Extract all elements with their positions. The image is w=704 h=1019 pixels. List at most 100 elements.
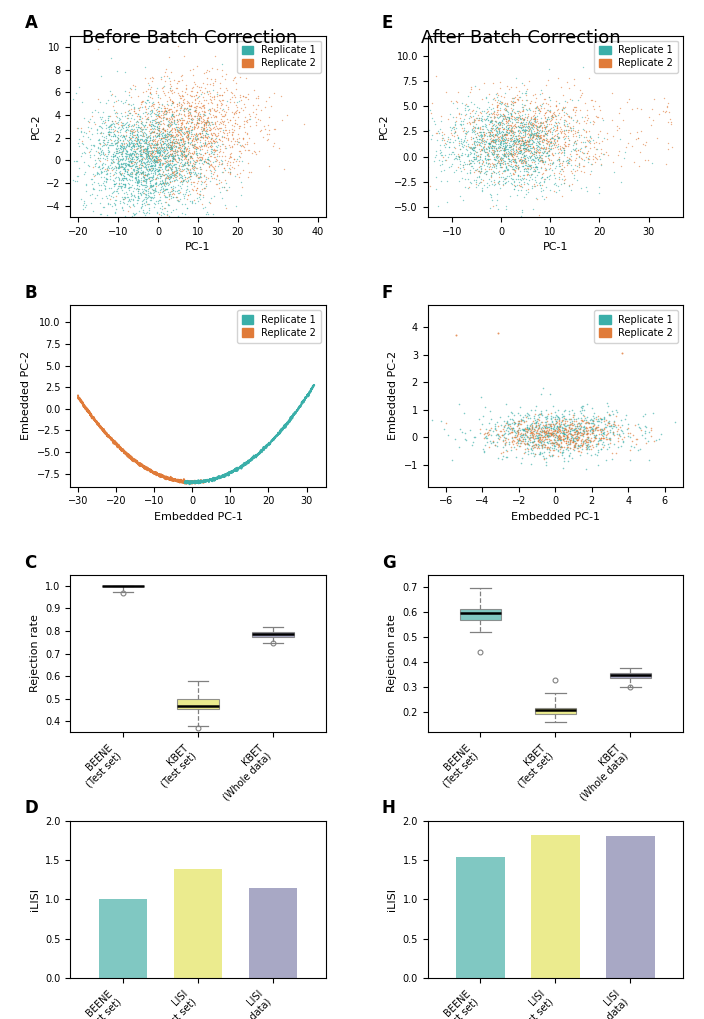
Point	[537, 154, 548, 170]
Point	[529, 117, 541, 133]
Point	[458, 135, 469, 151]
Point	[578, 408, 589, 424]
Point	[84, 158, 95, 174]
Point	[133, 161, 144, 177]
Point	[164, 123, 175, 140]
Point	[111, 122, 122, 139]
Point	[153, 126, 164, 143]
Point	[146, 143, 157, 159]
Point	[163, 157, 175, 173]
Point	[158, 114, 169, 130]
Point	[515, 108, 526, 124]
Point	[538, 107, 549, 123]
Point	[543, 170, 555, 186]
Point	[146, 155, 157, 171]
Point	[515, 149, 527, 165]
Point	[160, 103, 171, 119]
Point	[135, 175, 146, 192]
Point	[576, 144, 587, 160]
Point	[489, 418, 501, 434]
Point	[176, 128, 187, 145]
Point	[121, 163, 132, 179]
Point	[518, 167, 529, 183]
Point	[489, 177, 500, 194]
Point	[534, 145, 546, 161]
Point	[149, 152, 160, 168]
Point	[582, 429, 593, 445]
Point	[208, 109, 219, 125]
Point	[151, 163, 162, 179]
Point	[126, 150, 137, 166]
Point	[156, 136, 167, 152]
Point	[513, 167, 524, 183]
Point	[492, 155, 503, 171]
Point	[522, 128, 534, 145]
Point	[143, 148, 154, 164]
Point	[579, 415, 590, 431]
Point	[102, 139, 113, 155]
Point	[460, 432, 472, 448]
Point	[158, 103, 170, 119]
Point	[185, 89, 196, 105]
Point	[524, 140, 536, 156]
Point	[118, 156, 129, 172]
Point	[521, 413, 532, 429]
Point	[542, 439, 553, 455]
Point	[548, 417, 559, 433]
Point	[510, 160, 522, 176]
Point	[532, 155, 543, 171]
Point	[131, 151, 142, 167]
Point	[517, 427, 529, 443]
Point	[461, 148, 472, 164]
Point	[579, 421, 590, 437]
Point	[131, 173, 142, 190]
Point	[144, 124, 155, 141]
Point	[471, 124, 482, 141]
Point	[558, 417, 569, 433]
Point	[631, 100, 643, 116]
Point	[122, 132, 133, 149]
Point	[165, 101, 176, 117]
Point	[162, 148, 173, 164]
Point	[558, 416, 569, 432]
Point	[154, 181, 165, 198]
Point	[478, 444, 489, 461]
Point	[458, 116, 469, 132]
Point	[540, 113, 551, 129]
Point	[530, 135, 541, 151]
Point	[427, 95, 438, 111]
Point	[147, 147, 158, 163]
Point	[517, 152, 529, 168]
Point	[511, 91, 522, 107]
Point	[190, 125, 201, 142]
Point	[204, 117, 215, 133]
Point	[130, 148, 141, 164]
Point	[498, 96, 509, 112]
Point	[550, 434, 561, 450]
Point	[113, 143, 125, 159]
Point	[520, 119, 531, 136]
Point	[126, 117, 137, 133]
Point	[550, 429, 561, 445]
Point	[479, 399, 490, 416]
Point	[137, 164, 149, 180]
X-axis label: Embedded PC-1: Embedded PC-1	[511, 512, 600, 522]
Point	[176, 168, 187, 184]
Point	[486, 124, 498, 141]
Point	[489, 420, 501, 436]
Point	[532, 149, 543, 165]
Point	[484, 171, 495, 187]
Point	[129, 206, 140, 222]
Point	[490, 146, 501, 162]
Point	[102, 112, 113, 128]
Point	[145, 118, 156, 135]
Point	[562, 429, 573, 445]
Point	[145, 131, 156, 148]
Point	[76, 94, 87, 110]
Point	[160, 136, 171, 152]
Point	[182, 161, 193, 177]
Point	[574, 439, 586, 455]
Point	[137, 139, 149, 155]
Point	[171, 135, 182, 151]
Point	[523, 119, 534, 136]
